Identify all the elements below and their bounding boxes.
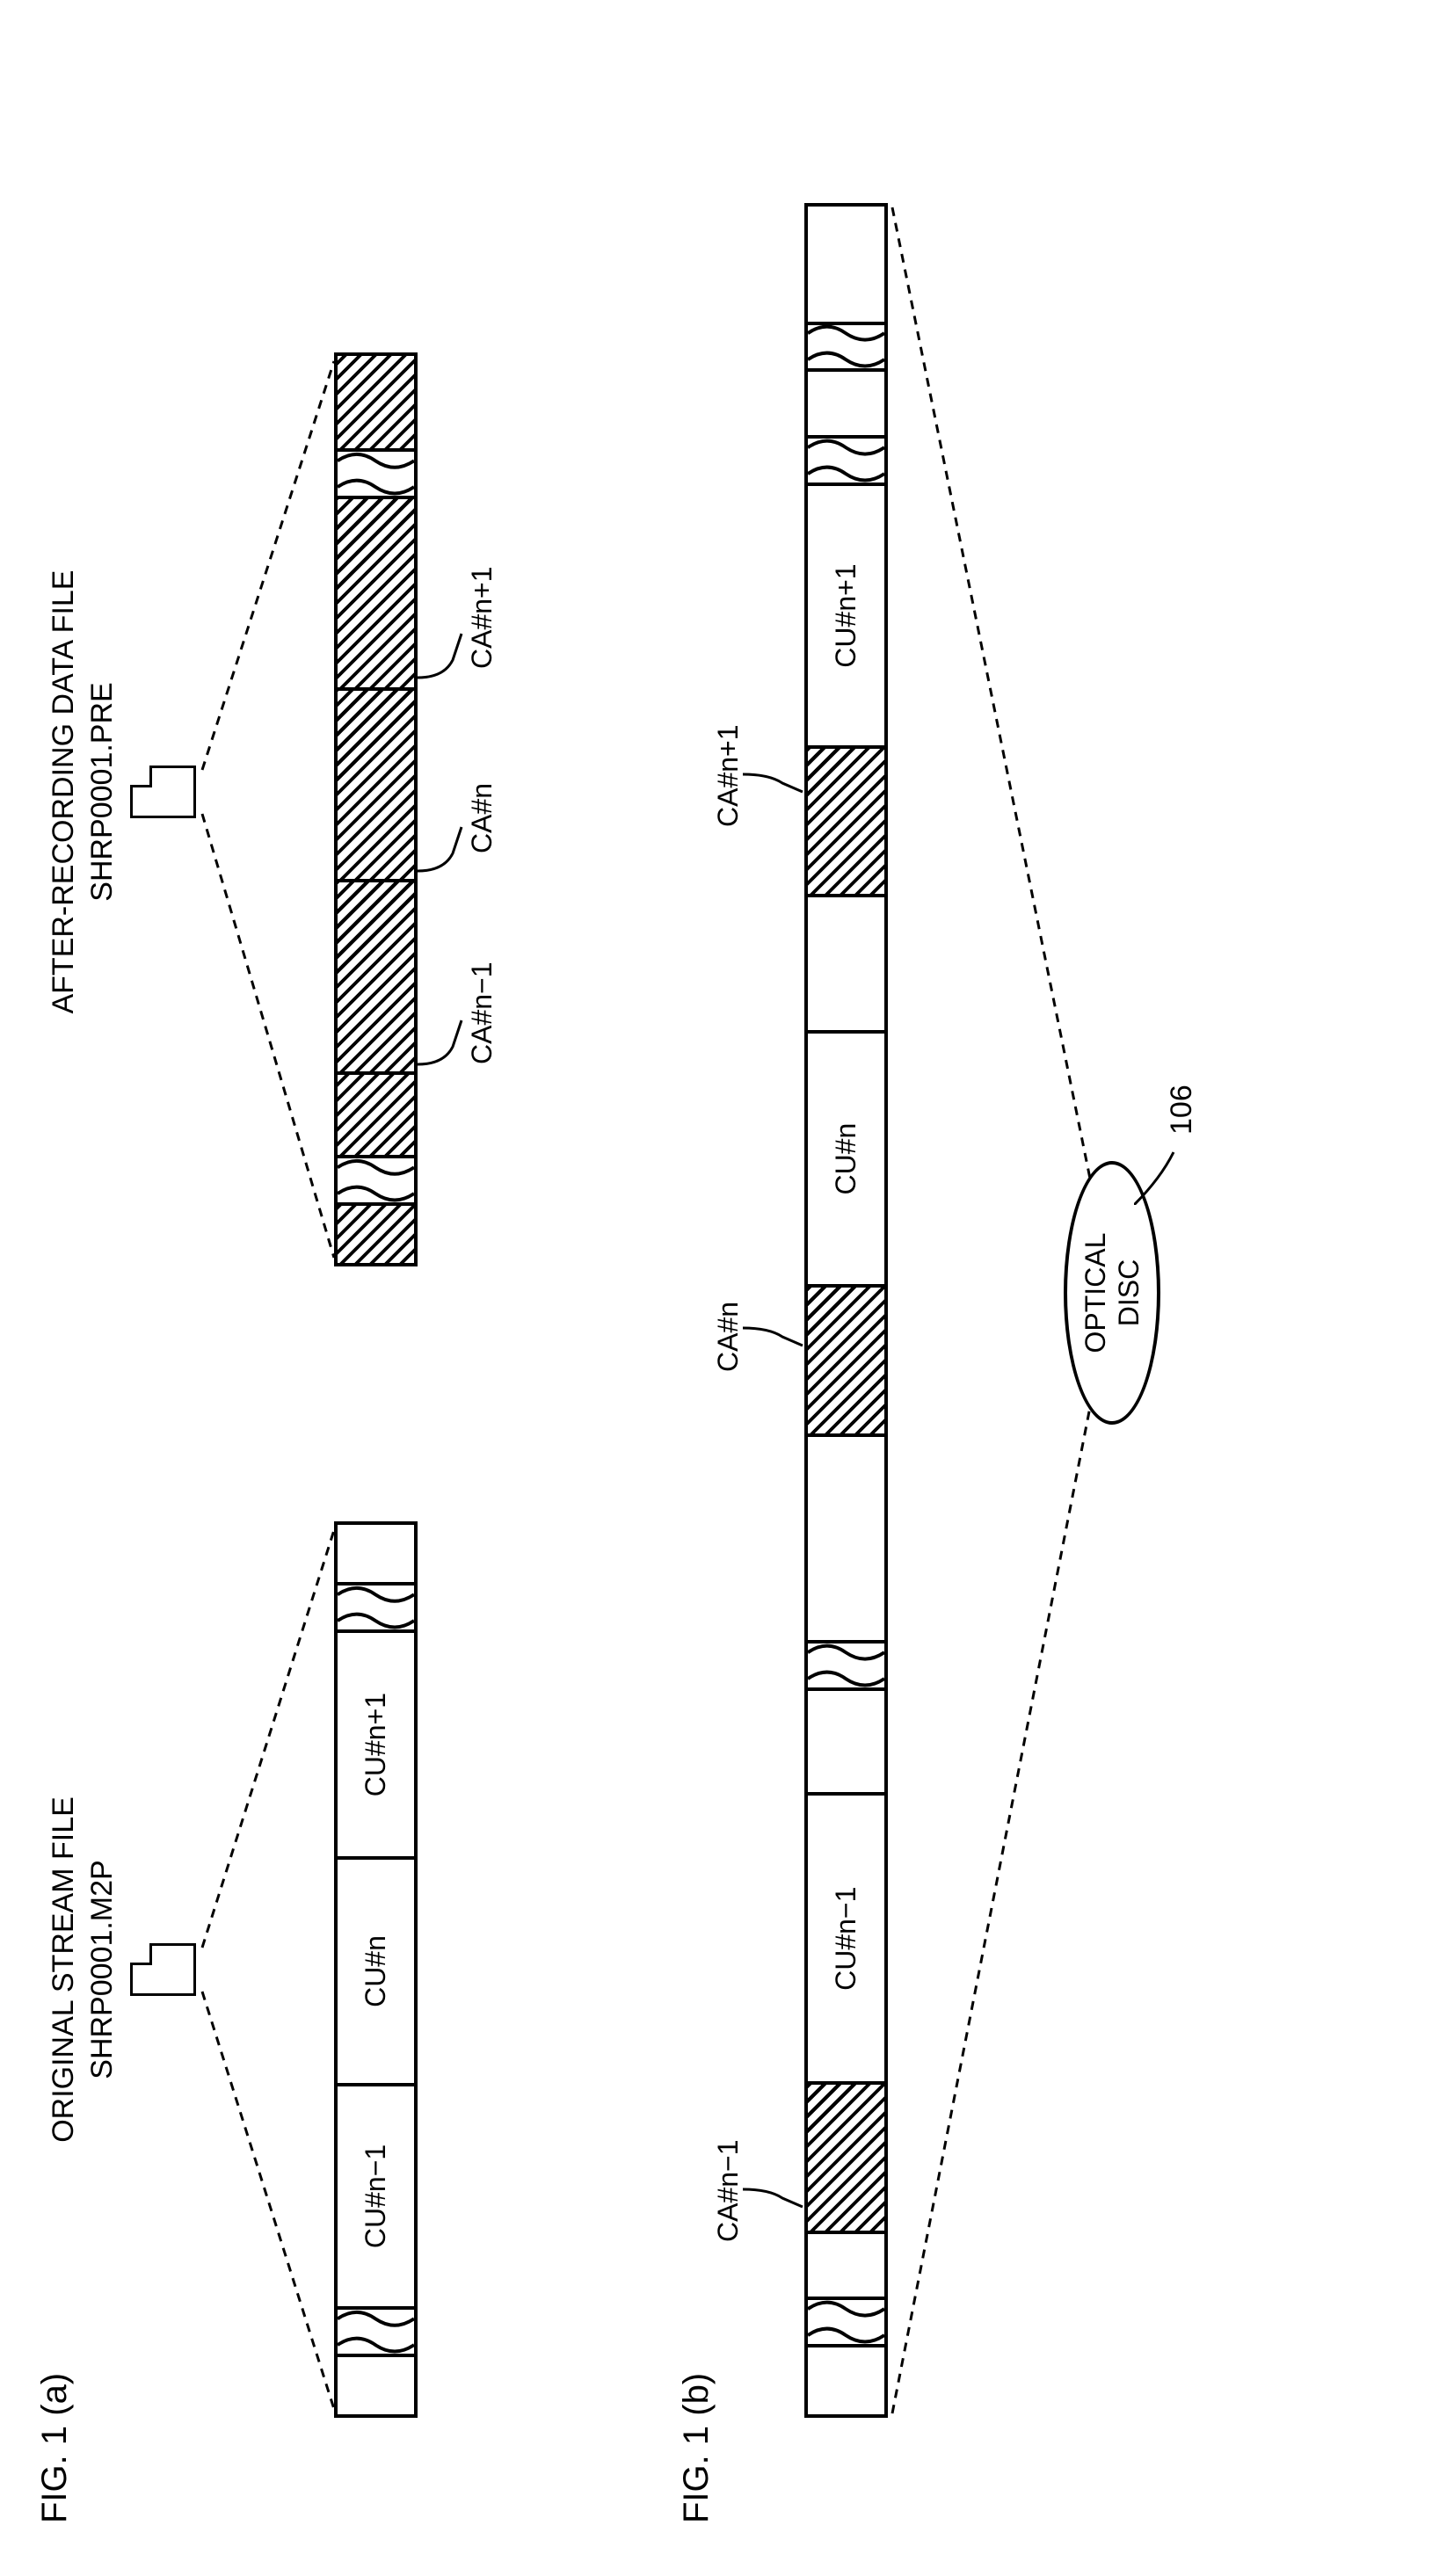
strip-cell	[338, 1525, 414, 1586]
strip-wavy	[808, 2300, 884, 2344]
strip-cell	[338, 2354, 414, 2414]
combined-strip: CU#n−1 CU#n CU#n+1	[804, 203, 888, 2418]
fig-1a-label: FIG. 1 (a)	[35, 2373, 75, 2523]
ca-cell-0	[338, 879, 414, 1070]
original-title-line2: SHRP0001.M2P	[85, 1860, 119, 2079]
strip-cell	[338, 1202, 414, 1263]
after-title-line2: SHRP0001.PRE	[85, 682, 119, 901]
strip-cell	[338, 356, 414, 452]
strip-wavy	[338, 1158, 414, 1202]
cu-cell-2: CU#n+1	[338, 1629, 414, 1856]
ca-top-label-2: CA#n+1	[712, 724, 745, 827]
strip-wavy	[808, 1644, 884, 1687]
ca-top-connectors	[743, 0, 813, 2576]
original-strip: CU#n−1 CU#n CU#n+1	[334, 1521, 418, 2418]
cu-cell-b2: CU#n+1	[808, 483, 884, 745]
fig-1a-section: FIG. 1 (a) ORIGINAL STREAM FILE SHRP0001…	[35, 0, 607, 2576]
file-icon	[130, 766, 196, 818]
after-title-line1: AFTER-RECORDING DATA FILE	[47, 570, 80, 1014]
strip-wavy	[338, 2310, 414, 2354]
ca-cell-1	[338, 687, 414, 879]
after-file-title: AFTER-RECORDING DATA FILE SHRP0001.PRE	[44, 519, 121, 1064]
strip-cell	[808, 1687, 884, 1793]
ca-cell-b0	[808, 2081, 884, 2230]
strip-wavy	[338, 1586, 414, 1630]
ca-top-label-1: CA#n	[712, 1302, 745, 1372]
ca-cell-b1	[808, 1284, 884, 1433]
ca-cell	[338, 1071, 414, 1158]
ca-cell-2	[338, 496, 414, 687]
cu-cell-0: CU#n−1	[338, 2083, 414, 2310]
strip-wavy	[808, 325, 884, 369]
ca-label-2: CA#n+1	[466, 566, 498, 669]
cu-cell-1: CU#n	[338, 1856, 414, 2083]
file-icon	[130, 1943, 196, 1996]
disc-number: 106	[1165, 1085, 1199, 1135]
strip-wavy	[338, 452, 414, 496]
strip-cell	[808, 895, 884, 1031]
original-file-group: ORIGINAL STREAM FILE SHRP0001.M2P	[44, 1741, 196, 2198]
after-file-group: AFTER-RECORDING DATA FILE SHRP0001.PRE	[44, 519, 196, 1064]
ca-top-label-0: CA#n−1	[712, 2139, 745, 2242]
fig-1b-section: FIG. 1 (b) CA#n−1 CA#n CA#n+1 CU#n−1 CU	[677, 0, 1292, 2576]
original-file-title: ORIGINAL STREAM FILE SHRP0001.M2P	[44, 1741, 121, 2198]
ca-label-0: CA#n−1	[466, 961, 498, 1064]
original-title-line1: ORIGINAL STREAM FILE	[47, 1796, 80, 2143]
strip-cell	[808, 1433, 884, 1644]
strip-wavy	[808, 439, 884, 483]
after-strip	[334, 352, 418, 1266]
strip-cell	[808, 368, 884, 439]
strip-cell	[808, 2344, 884, 2414]
cu-cell-b0: CU#n−1	[808, 1792, 884, 2081]
disc-text: OPTICALDISC	[1079, 1233, 1146, 1353]
strip-cell	[808, 207, 884, 325]
ca-cell-b2	[808, 745, 884, 894]
cu-cell-b1: CU#n	[808, 1030, 884, 1284]
fig-1b-label: FIG. 1 (b)	[677, 2373, 716, 2523]
ca-label-1: CA#n	[466, 783, 498, 853]
strip-cell	[808, 2231, 884, 2301]
